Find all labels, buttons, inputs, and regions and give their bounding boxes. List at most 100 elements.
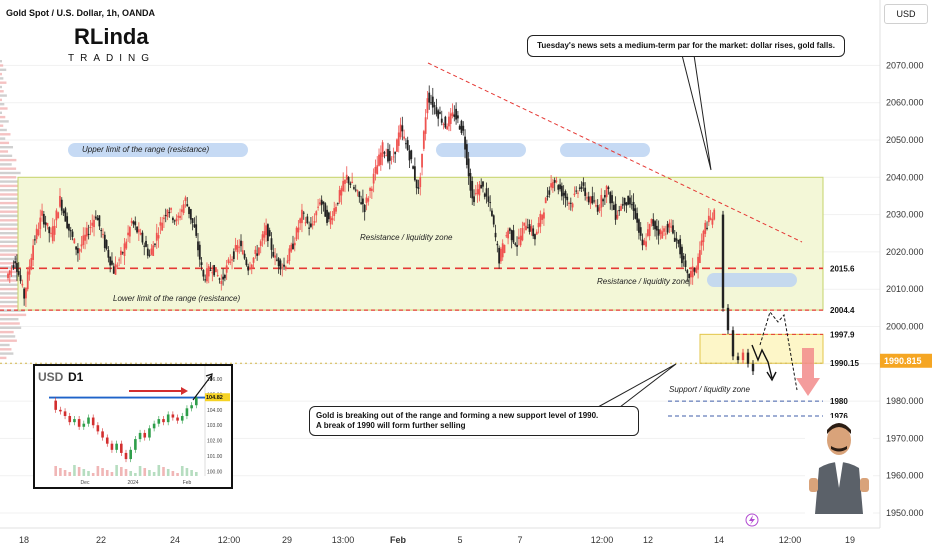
candle-body bbox=[539, 213, 542, 227]
candle-body bbox=[534, 234, 536, 240]
candle-body bbox=[578, 187, 581, 189]
annotation-upper: Upper limit of the range (resistance) bbox=[82, 145, 210, 154]
candle-body bbox=[424, 117, 427, 134]
candle-body bbox=[446, 126, 449, 130]
volume-profile-bar bbox=[0, 111, 2, 114]
candle-body bbox=[105, 240, 108, 249]
candle-body bbox=[655, 225, 658, 231]
candle-body bbox=[304, 222, 307, 224]
candle-body bbox=[593, 200, 596, 202]
candle-body bbox=[128, 227, 131, 237]
candle-body bbox=[428, 92, 431, 103]
candle-body bbox=[548, 190, 551, 195]
candle-body bbox=[385, 155, 388, 157]
candle-body bbox=[595, 205, 597, 207]
candle-body bbox=[695, 267, 698, 273]
candle-body bbox=[118, 259, 121, 261]
inset-x-label: Feb bbox=[183, 480, 192, 486]
candle-body bbox=[679, 238, 682, 255]
candle-body bbox=[672, 225, 674, 234]
candle-body bbox=[616, 214, 619, 219]
candle-body bbox=[526, 227, 529, 229]
y-tick-label: 1980.000 bbox=[886, 396, 924, 406]
candle-body bbox=[318, 202, 321, 205]
candle-body bbox=[440, 118, 443, 123]
candle-body bbox=[422, 131, 425, 149]
inset-volume bbox=[180, 466, 184, 476]
candle-body bbox=[288, 248, 291, 261]
candle-body bbox=[396, 139, 398, 152]
candle-body bbox=[623, 197, 626, 205]
x-tick-label: 14 bbox=[714, 535, 724, 545]
chart-title: Gold Spot / U.S. Dollar, 1h, OANDA bbox=[6, 8, 156, 18]
candle-body bbox=[589, 196, 592, 204]
candle-body bbox=[148, 254, 151, 256]
candle-body bbox=[77, 248, 79, 254]
candle-body bbox=[569, 202, 572, 204]
candle-body bbox=[89, 227, 92, 229]
candle-body bbox=[686, 270, 689, 274]
candle-body bbox=[550, 183, 552, 188]
candle-body bbox=[180, 209, 183, 212]
candle-body bbox=[731, 330, 735, 357]
candle-body bbox=[433, 105, 436, 107]
candle-body bbox=[69, 230, 72, 232]
candle-body bbox=[107, 249, 110, 258]
candle-body bbox=[603, 194, 606, 198]
candle-body bbox=[465, 144, 468, 165]
volume-profile-bar bbox=[0, 348, 12, 351]
x-tick-label: 29 bbox=[282, 535, 292, 545]
candle-body bbox=[299, 218, 302, 224]
candle-body bbox=[102, 233, 104, 235]
candle-body bbox=[693, 268, 696, 272]
candle-body bbox=[44, 222, 47, 225]
candle-body bbox=[397, 132, 400, 146]
volume-profile-bar bbox=[0, 146, 14, 149]
candle-body bbox=[501, 243, 504, 258]
candle-body bbox=[449, 113, 452, 124]
candle-body bbox=[652, 219, 655, 227]
candle-body bbox=[270, 238, 273, 250]
candle-body bbox=[259, 241, 262, 246]
candle-body bbox=[675, 238, 678, 241]
volume-profile-bar bbox=[0, 313, 27, 317]
candle-body bbox=[204, 279, 207, 281]
currency-button[interactable]: USD bbox=[884, 4, 928, 24]
bearish-arrow bbox=[796, 348, 820, 396]
candle-body bbox=[453, 114, 456, 117]
candle-body bbox=[349, 183, 352, 185]
candle-body bbox=[82, 235, 85, 245]
volume-profile-bar bbox=[0, 352, 14, 355]
candle-body bbox=[611, 195, 613, 204]
logo-brand: RLinda bbox=[74, 24, 149, 49]
candle-body bbox=[405, 143, 407, 145]
candle-body bbox=[430, 102, 432, 104]
annotation-support: Support / liquidity zone bbox=[669, 385, 750, 394]
candle-body bbox=[353, 187, 355, 189]
candle-body bbox=[295, 227, 298, 240]
candle-body bbox=[361, 198, 364, 205]
breakout-callout: Gold is breaking out of the range and fo… bbox=[309, 406, 639, 436]
candle-body bbox=[448, 116, 450, 127]
inset-price-label: 104.82 bbox=[206, 395, 223, 401]
candle-body bbox=[543, 212, 545, 219]
candle-body bbox=[320, 199, 323, 206]
candle-body bbox=[123, 243, 126, 256]
candle-body bbox=[33, 239, 36, 241]
candle-body bbox=[35, 228, 38, 240]
x-tick-label: 19 bbox=[845, 535, 855, 545]
candle-body bbox=[188, 206, 190, 215]
candle-body bbox=[356, 190, 359, 192]
candle-body bbox=[281, 267, 284, 269]
inset-volume bbox=[138, 466, 142, 476]
volume-profile-bar bbox=[0, 94, 7, 97]
candle-body bbox=[403, 136, 406, 139]
candle-body bbox=[600, 194, 603, 208]
news-callout: Tuesday's news sets a medium-term par fo… bbox=[527, 35, 845, 57]
candle-body bbox=[657, 229, 660, 236]
y-tick-label: 2010.000 bbox=[886, 284, 924, 294]
y-tick-label: 2070.000 bbox=[886, 60, 924, 70]
candle-body bbox=[417, 187, 420, 189]
candle-body bbox=[496, 243, 499, 246]
candle-body bbox=[173, 220, 176, 222]
